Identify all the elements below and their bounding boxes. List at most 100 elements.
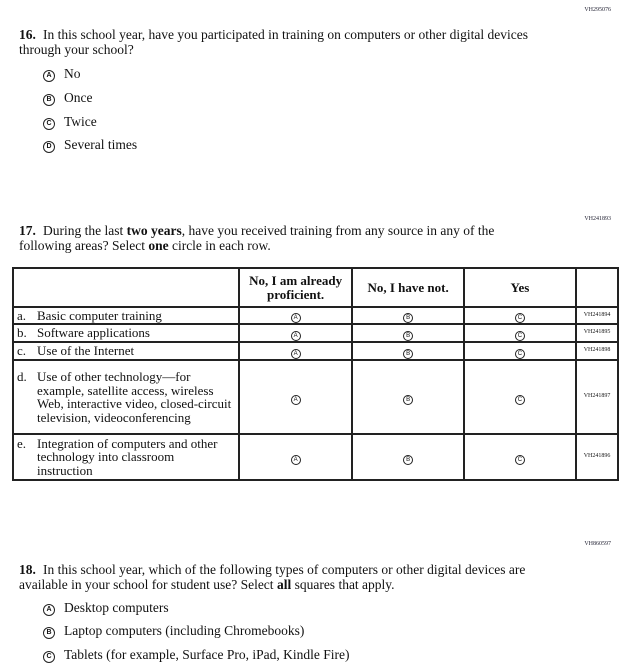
row-letter: c. bbox=[17, 343, 27, 359]
answer-cell: C bbox=[462, 323, 578, 343]
table-row: a. Basic computer training A B C VH241894 bbox=[12, 306, 619, 325]
bubble-b-icon[interactable]: B bbox=[403, 330, 414, 341]
option-label: Laptop computers (including Chromebooks) bbox=[64, 623, 305, 638]
text: In this school year, which of the follow… bbox=[19, 562, 526, 592]
answer-option[interactable]: A Desktop computers bbox=[43, 600, 169, 616]
bubble-b-icon[interactable]: B bbox=[43, 94, 55, 106]
answer-cell: B bbox=[351, 323, 465, 343]
bubble-a-icon[interactable]: A bbox=[290, 348, 301, 359]
bubble-c-icon[interactable]: C bbox=[514, 330, 525, 341]
bubble-c-icon[interactable]: C bbox=[43, 118, 55, 130]
text: circle in each row. bbox=[168, 238, 271, 253]
answer-cell: C bbox=[462, 306, 578, 325]
option-label: Once bbox=[64, 90, 93, 105]
answer-cell: C bbox=[462, 433, 578, 481]
question-number: 18. bbox=[19, 562, 36, 577]
answer-cell: B bbox=[351, 306, 465, 325]
bubble-c-icon[interactable]: C bbox=[514, 348, 525, 359]
bubble-a-icon[interactable]: A bbox=[290, 330, 301, 341]
item-code: VH241894 bbox=[575, 306, 619, 325]
table-row: b. Software applications A B C VH241895 bbox=[12, 323, 619, 343]
option-label: No bbox=[64, 66, 81, 81]
row-text: Basic computer training bbox=[37, 307, 162, 323]
bubble-c-icon[interactable]: C bbox=[514, 313, 525, 323]
training-table: No, I am already proficient. No, I have … bbox=[12, 267, 619, 481]
table-row: e. Integration of computers and other tec… bbox=[12, 433, 619, 481]
bubble-a-icon[interactable]: A bbox=[43, 70, 55, 82]
table-row: d. Use of other technology—for example, s… bbox=[12, 359, 619, 435]
row-letter: b. bbox=[17, 325, 27, 341]
bubble-a-icon[interactable]: A bbox=[290, 454, 301, 465]
answer-cell: C bbox=[462, 359, 578, 435]
bubble-b-icon[interactable]: B bbox=[43, 627, 55, 639]
answer-cell: C bbox=[462, 341, 578, 361]
text: During the last bbox=[43, 223, 127, 238]
table-row: c. Use of the Internet A B C VH241898 bbox=[12, 341, 619, 361]
bubble-c-icon[interactable]: C bbox=[43, 651, 55, 663]
row-text: Use of the Internet bbox=[37, 343, 135, 359]
row-text: Use of other technology—for example, sat… bbox=[37, 369, 232, 425]
item-code: VH860597 bbox=[584, 541, 611, 547]
text: one bbox=[148, 238, 169, 253]
row-text: Integration of computers and other techn… bbox=[37, 435, 218, 478]
column-header: No, I am already proficient. bbox=[237, 267, 354, 308]
column-header: No, I have not. bbox=[351, 267, 465, 308]
row-text: Software applications bbox=[37, 325, 150, 341]
answer-cell: A bbox=[237, 359, 354, 435]
bubble-b-icon[interactable]: B bbox=[403, 454, 414, 465]
option-label: Twice bbox=[64, 114, 97, 129]
item-code: VH241896 bbox=[575, 433, 619, 481]
question-18: 18. In this school year, which of the fol… bbox=[19, 562, 549, 592]
answer-option[interactable]: C Twice bbox=[43, 114, 97, 130]
text: two years bbox=[126, 223, 182, 238]
header-blank bbox=[12, 267, 240, 308]
bubble-a-icon[interactable]: A bbox=[290, 394, 301, 405]
header-blank bbox=[575, 267, 619, 308]
item-code: VH241898 bbox=[575, 341, 619, 361]
option-label: Desktop computers bbox=[64, 600, 169, 615]
text: squares that apply. bbox=[291, 577, 395, 592]
row-label: b. Software applications bbox=[12, 323, 240, 343]
row-label: d. Use of other technology—for example, s… bbox=[12, 359, 240, 435]
question-17: 17. During the last two years, have you r… bbox=[19, 223, 549, 253]
text: , have you received training from any so… bbox=[19, 223, 495, 253]
item-code: VH241897 bbox=[575, 359, 619, 435]
bubble-b-icon[interactable]: B bbox=[403, 394, 414, 405]
item-code: VH295076 bbox=[584, 7, 611, 13]
item-code: VH241893 bbox=[584, 216, 611, 222]
row-letter: e. bbox=[17, 435, 27, 451]
answer-cell: B bbox=[351, 341, 465, 361]
answer-cell: B bbox=[351, 433, 465, 481]
bubble-d-icon[interactable]: D bbox=[43, 141, 55, 153]
row-label: c. Use of the Internet bbox=[12, 341, 240, 361]
bubble-a-icon[interactable]: A bbox=[290, 313, 301, 323]
answer-option[interactable]: B Once bbox=[43, 90, 92, 106]
answer-cell: A bbox=[237, 323, 354, 343]
question-number: 16. bbox=[19, 27, 36, 42]
option-label: Several times bbox=[64, 137, 138, 152]
answer-option[interactable]: D Several times bbox=[43, 137, 137, 153]
option-label: Tablets (for example, Surface Pro, iPad,… bbox=[64, 647, 350, 662]
row-label: e. Integration of computers and other tec… bbox=[12, 433, 240, 481]
bubble-b-icon[interactable]: B bbox=[403, 313, 414, 323]
bubble-b-icon[interactable]: B bbox=[403, 348, 414, 359]
item-code: VH241895 bbox=[575, 323, 619, 343]
question-number: 17. bbox=[19, 223, 36, 238]
column-header: Yes bbox=[462, 267, 578, 308]
bubble-a-icon[interactable]: A bbox=[43, 604, 55, 616]
row-label: a. Basic computer training bbox=[12, 306, 240, 325]
text: all bbox=[276, 577, 292, 592]
answer-option[interactable]: B Laptop computers (including Chromebooks… bbox=[43, 623, 304, 639]
answer-cell: A bbox=[237, 433, 354, 481]
question-text: In this school year, have you participat… bbox=[19, 27, 528, 57]
question-16: 16. In this school year, have you partici… bbox=[19, 27, 539, 57]
answer-cell: A bbox=[237, 341, 354, 361]
answer-option[interactable]: C Tablets (for example, Surface Pro, iPad… bbox=[43, 647, 349, 663]
answer-cell: B bbox=[351, 359, 465, 435]
row-letter: a. bbox=[17, 307, 27, 323]
bubble-c-icon[interactable]: C bbox=[514, 454, 525, 465]
bubble-c-icon[interactable]: C bbox=[514, 394, 525, 405]
table-header: No, I am already proficient. No, I have … bbox=[12, 267, 619, 308]
answer-cell: A bbox=[237, 306, 354, 325]
answer-option[interactable]: A No bbox=[43, 66, 81, 82]
